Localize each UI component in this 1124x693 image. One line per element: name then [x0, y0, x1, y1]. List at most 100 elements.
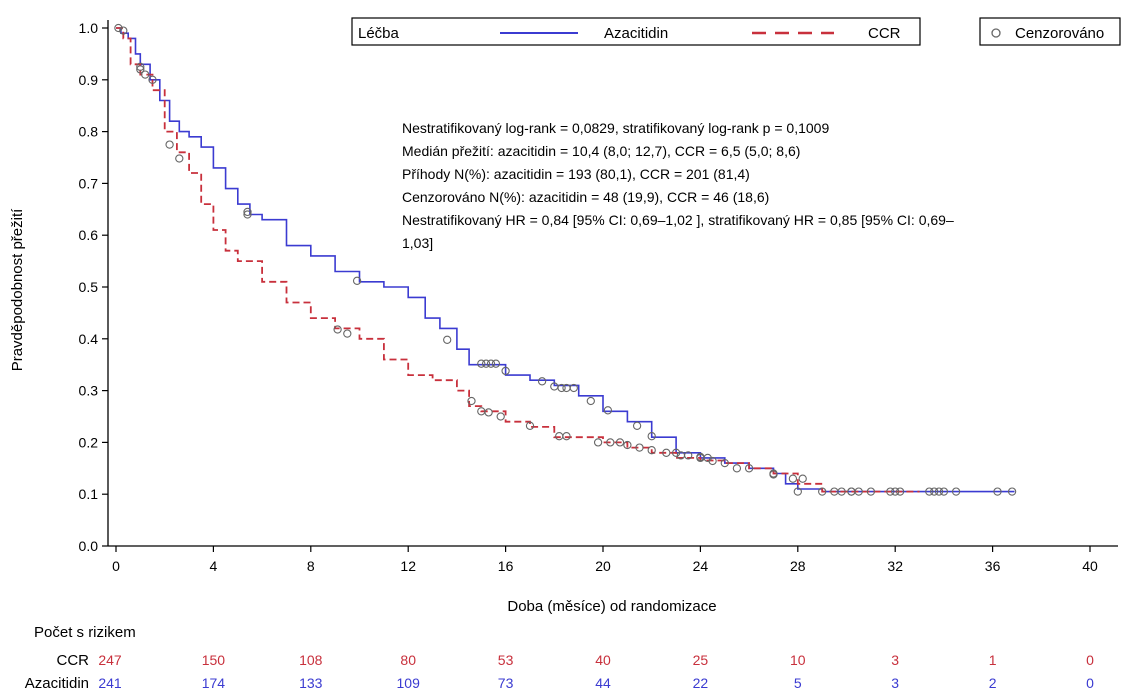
censor-marker-azacitidin — [793, 487, 802, 496]
series-line-azacitidin — [116, 27, 1015, 493]
risk-value-ccr: 80 — [400, 652, 416, 668]
axes — [107, 20, 1118, 547]
censor-marker-azacitidin — [891, 487, 900, 496]
risk-row-label-azacitidin: Azacitidin — [25, 675, 89, 692]
censor-marker-azacitidin — [501, 366, 510, 376]
censor-marker-azacitidin — [491, 359, 501, 368]
censor-marker-ccr — [467, 396, 476, 406]
censor-marker-azacitidin — [930, 487, 939, 496]
risk-value-ccr: 10 — [790, 652, 806, 668]
risk-value-azacitidin: 2 — [989, 675, 997, 691]
censor-marker-ccr — [496, 412, 505, 421]
censor-legend-label: Cenzorováno — [1015, 25, 1104, 42]
y-axis-ticks: 0.0 0.1 0.2 0.3 0.4 0.5 0.6 0.7 0.8 0.9 1.0 — [79, 20, 108, 554]
censor-marker-ccr — [818, 487, 827, 496]
censor-marker-ccr — [647, 446, 656, 455]
legend-label-azacitidin: Azacitidin — [604, 25, 668, 42]
censor-marker-ccr — [847, 487, 856, 496]
censor-marker-azacitidin — [603, 406, 613, 415]
y-axis-label: Pravděpodobnost přežití — [9, 208, 26, 371]
censor-marker-ccr — [720, 458, 729, 468]
y-tick-label: 0.4 — [79, 331, 99, 347]
censor-marker-ccr — [114, 23, 123, 33]
risk-value-ccr: 3 — [891, 652, 899, 668]
censor-marker-azacitidin — [569, 383, 578, 393]
annotation-line-5: Nestratifikovaný HR = 0,84 [95% CI: 0,69… — [402, 212, 954, 228]
censor-marker-azacitidin — [119, 26, 128, 35]
x-tick-label: 8 — [307, 558, 315, 574]
x-tick-label: 32 — [887, 558, 903, 574]
censor-marker-ccr — [562, 432, 571, 441]
annotation-line-3: Příhody N(%): azacitidin = 193 (80,1), C… — [402, 166, 750, 182]
censor-marker-azacitidin — [481, 359, 491, 368]
censor-marker-azacitidin — [671, 448, 681, 457]
risk-table: Počet s rizikem CCR Azacitidin 247 150 108… — [25, 624, 1094, 692]
censor-marker-azacitidin — [951, 487, 961, 496]
censor-marker-ccr — [684, 451, 693, 460]
x-axis-label: Doba (měsíce) od randomizace — [507, 598, 716, 615]
censor-marker-ccr — [635, 443, 644, 452]
censor-marker-azacitidin — [866, 487, 876, 496]
y-tick-label: 0.0 — [79, 538, 99, 554]
risk-value-azacitidin: 241 — [98, 675, 122, 691]
x-tick-label: 20 — [595, 558, 611, 574]
risk-value-ccr: 53 — [498, 652, 514, 668]
y-tick-label: 0.3 — [79, 383, 99, 399]
censor-marker-azacitidin — [1007, 487, 1017, 496]
censor-marker-ccr — [593, 438, 603, 447]
censor-marker-ccr — [744, 464, 754, 473]
x-tick-label: 28 — [790, 558, 806, 574]
censor-marker-azacitidin — [939, 487, 949, 496]
censor-legend-marker — [991, 28, 1001, 38]
censor-marker-ccr — [615, 438, 625, 447]
censor-marker-ccr — [934, 487, 944, 496]
censor-marker-azacitidin — [141, 70, 150, 79]
censor-marker-ccr — [343, 329, 352, 338]
censor-marker-azacitidin — [352, 276, 362, 285]
risk-value-azacitidin: 0 — [1086, 675, 1094, 691]
y-tick-label: 0.5 — [79, 279, 99, 295]
x-tick-label: 4 — [210, 558, 218, 574]
risk-value-azacitidin: 174 — [202, 675, 226, 691]
censor-marker-azacitidin — [136, 65, 145, 74]
legend: Léčba Azacitidin CCR Cenzorováno — [351, 17, 1121, 46]
survival-curves — [116, 27, 1015, 493]
legend-box — [351, 17, 921, 46]
legend-title: Léčba — [358, 25, 400, 42]
censor-marker-ccr — [925, 487, 934, 496]
censor-marker-ccr — [136, 62, 145, 71]
y-tick-label: 0.6 — [79, 227, 99, 243]
censor-marker-ccr — [333, 325, 342, 334]
censor-marker-ccr — [555, 432, 564, 441]
risk-row-label-ccr: CCR — [57, 652, 90, 669]
risk-value-azacitidin: 133 — [299, 675, 323, 691]
censor-marker-ccr — [662, 448, 671, 457]
censor-marker-azacitidin — [557, 383, 566, 393]
censor-legend-box — [979, 17, 1121, 46]
censor-marker-ccr — [623, 440, 632, 450]
risk-value-azacitidin: 73 — [498, 675, 514, 691]
x-tick-label: 36 — [985, 558, 1001, 574]
y-tick-label: 0.1 — [79, 486, 99, 502]
censor-marker-ccr — [525, 421, 535, 430]
censor-marker-azacitidin — [537, 377, 547, 386]
risk-value-ccr: 1 — [989, 652, 997, 668]
risk-value-ccr: 0 — [1086, 652, 1094, 668]
censor-marker-azacitidin — [243, 207, 252, 217]
risk-value-azacitidin: 5 — [794, 675, 802, 691]
risk-value-ccr: 25 — [693, 652, 709, 668]
x-tick-label: 24 — [693, 558, 709, 574]
risk-value-ccr: 150 — [202, 652, 226, 668]
risk-value-ccr: 108 — [299, 652, 323, 668]
censor-marker-ccr — [788, 474, 798, 483]
y-tick-label: 1.0 — [79, 20, 99, 36]
censor-markers — [114, 23, 1017, 496]
risk-value-ccr: 247 — [98, 652, 122, 668]
censor-marker-azacitidin — [993, 487, 1002, 496]
censor-marker-ccr — [769, 469, 778, 478]
series-line-ccr — [116, 27, 920, 493]
annotation-line-2: Medián přežití: azacitidin = 10,4 (8,0; … — [402, 143, 800, 159]
statistics-annotation: Nestratifikovaný log-rank = 0,0829, stra… — [402, 120, 954, 251]
